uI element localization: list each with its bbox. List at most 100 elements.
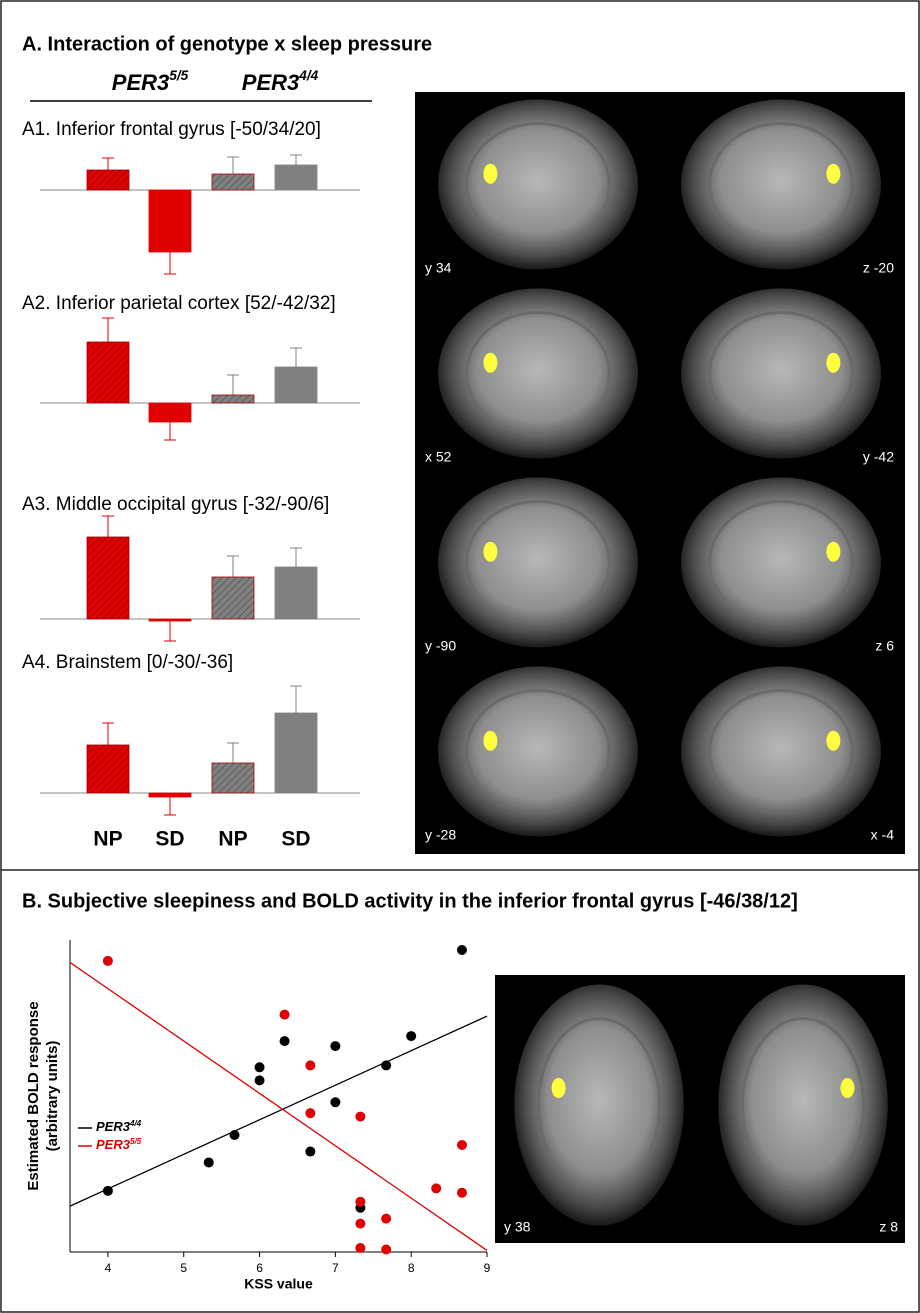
trend-line [69, 961, 488, 1251]
bar [274, 366, 318, 404]
chart-title: A4. Brainstem [0/-30/-36] [22, 652, 233, 673]
point [431, 1183, 442, 1194]
brain-inner [536, 1017, 662, 1193]
chart-title: A3. Middle occipital gyrus [-32/-90/6] [22, 494, 329, 515]
point [355, 1111, 366, 1122]
activation [826, 541, 841, 562]
activation [826, 163, 841, 184]
brain-inner [708, 688, 854, 815]
x-tick-label: 4 [105, 1261, 112, 1275]
point [279, 1036, 290, 1047]
hatch [87, 537, 129, 619]
bar [148, 402, 192, 423]
hatch [212, 395, 254, 403]
hatch [212, 763, 254, 793]
label: PER35/5 [112, 68, 189, 95]
bar [148, 792, 192, 798]
label-sup: 4/4 [298, 68, 318, 83]
point [330, 1097, 341, 1108]
bar [274, 164, 318, 191]
hatch [212, 577, 254, 619]
hatch [87, 170, 129, 190]
point [381, 1244, 392, 1255]
label: PER34/4 [96, 1119, 142, 1135]
label-sup: 5/5 [130, 1137, 142, 1146]
point [381, 1060, 392, 1071]
label-name: PER3 [96, 1137, 131, 1152]
activation [483, 352, 498, 373]
x-tick-label: 8 [408, 1261, 415, 1275]
activation [483, 541, 498, 562]
y-axis-title: (arbitrary units) [44, 1041, 61, 1152]
category-label: SD [155, 828, 184, 851]
image-label: x -4 [871, 827, 895, 843]
point [279, 1009, 290, 1020]
content: PER35/5 PER34/4A1. Inferior frontal gyrus… [22, 68, 905, 1292]
hatch [87, 342, 129, 403]
label: PER34/4 [242, 68, 319, 95]
bar [148, 189, 192, 253]
chart-title: A2. Inferior parietal cortex [52/-42/32] [22, 293, 336, 314]
image-label: y -28 [425, 827, 456, 843]
image-label: z 6 [875, 638, 894, 654]
label-name: PER3 [96, 1119, 131, 1134]
label-name: PER3 [242, 70, 299, 95]
category-label: SD [281, 828, 310, 851]
y-axis-title: Estimated BOLD response [25, 1001, 42, 1190]
point [203, 1157, 214, 1168]
point [406, 1031, 417, 1042]
hatch [87, 745, 129, 793]
category-label: NP [93, 828, 122, 851]
point [355, 1242, 366, 1253]
brain-inner [708, 310, 854, 437]
point [102, 955, 113, 966]
category-label: NP [218, 828, 247, 851]
activation [483, 163, 498, 184]
brain-inner [465, 310, 611, 437]
brain-inner [465, 688, 611, 815]
bar [148, 618, 192, 622]
activation [826, 730, 841, 751]
brain-inner [465, 499, 611, 626]
image-label: y -90 [425, 638, 456, 654]
point [305, 1060, 316, 1071]
label-sup: 4/4 [129, 1119, 142, 1128]
point [254, 1075, 265, 1086]
activation [840, 1078, 855, 1099]
image-label: z 8 [879, 1219, 898, 1235]
brain-inner [708, 121, 854, 248]
point [355, 1196, 366, 1207]
point [229, 1130, 240, 1140]
point [456, 944, 467, 955]
point [355, 1218, 366, 1229]
brain-inner [740, 1017, 866, 1193]
point [254, 1062, 265, 1073]
hatch [212, 174, 254, 190]
x-tick-label: 9 [484, 1261, 491, 1275]
point [456, 1187, 467, 1198]
image-label: y 34 [425, 260, 452, 276]
image-label: y -42 [863, 449, 894, 465]
image-label: x 52 [425, 449, 452, 465]
x-axis-title: KSS value [244, 1276, 313, 1292]
point [381, 1213, 392, 1224]
label-name: PER3 [112, 70, 169, 95]
brain-inner [708, 499, 854, 626]
image-label: z -20 [863, 260, 894, 276]
image-label: y 38 [504, 1219, 531, 1235]
x-tick-label: 6 [256, 1261, 263, 1275]
activation [826, 352, 841, 373]
point [456, 1139, 467, 1150]
trend-line [69, 1015, 488, 1207]
bar [274, 566, 318, 620]
panel-title: B. Subjective sleepiness and BOLD activi… [22, 890, 798, 912]
chart-title: A1. Inferior frontal gyrus [-50/34/20] [22, 119, 321, 140]
point [330, 1041, 341, 1052]
x-tick-label: 5 [180, 1261, 187, 1275]
point [305, 1108, 316, 1119]
brain-inner [465, 121, 611, 248]
x-tick-label: 7 [332, 1261, 339, 1275]
activation [551, 1078, 566, 1099]
